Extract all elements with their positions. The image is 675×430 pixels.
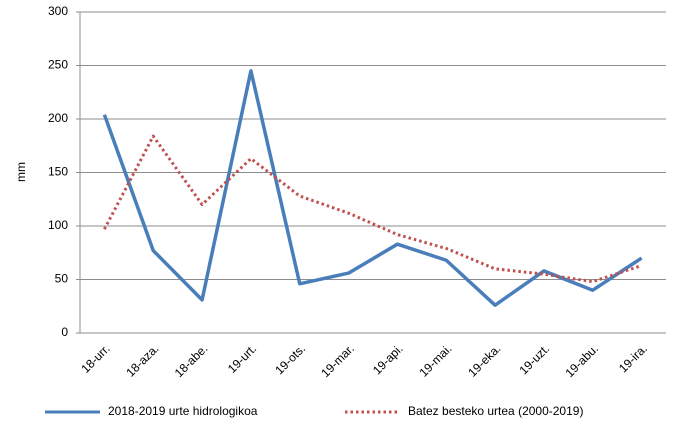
x-tick-label: 19-abu.: [562, 341, 601, 380]
line-series: [102, 69, 643, 307]
y-tick-label: 200: [48, 111, 68, 125]
y-tick-label: 50: [55, 272, 69, 286]
x-tick-label: 19-mar.: [318, 341, 357, 380]
x-tick-label: 18-aza.: [123, 341, 161, 379]
x-tick-label: 19-ira.: [616, 341, 650, 375]
y-axis-label: mm: [14, 162, 28, 182]
x-tick-label: 19-ots.: [272, 341, 308, 377]
x-tick-label: 19-uzt.: [516, 341, 552, 377]
y-tick-label: 150: [48, 165, 68, 179]
x-tick-label: 18-urr.: [78, 341, 112, 375]
legend-label: 2018-2019 urte hidrologikoa: [108, 404, 258, 418]
y-tick-label: 0: [61, 325, 68, 339]
y-tick-label: 100: [48, 218, 68, 232]
x-tick-label: 18-abe.: [172, 341, 211, 380]
x-tick-label: 19-api.: [370, 341, 406, 377]
line-series: [103, 134, 643, 284]
y-tick-label: 250: [48, 58, 68, 72]
x-tick-label: 19-urt.: [225, 341, 259, 375]
y-tick-label: 300: [48, 4, 68, 18]
x-tick-label: 19-eka.: [465, 341, 503, 379]
x-tick-label: 19-mai.: [416, 341, 454, 379]
legend-label: Batez besteko urtea (2000-2019): [408, 404, 583, 418]
